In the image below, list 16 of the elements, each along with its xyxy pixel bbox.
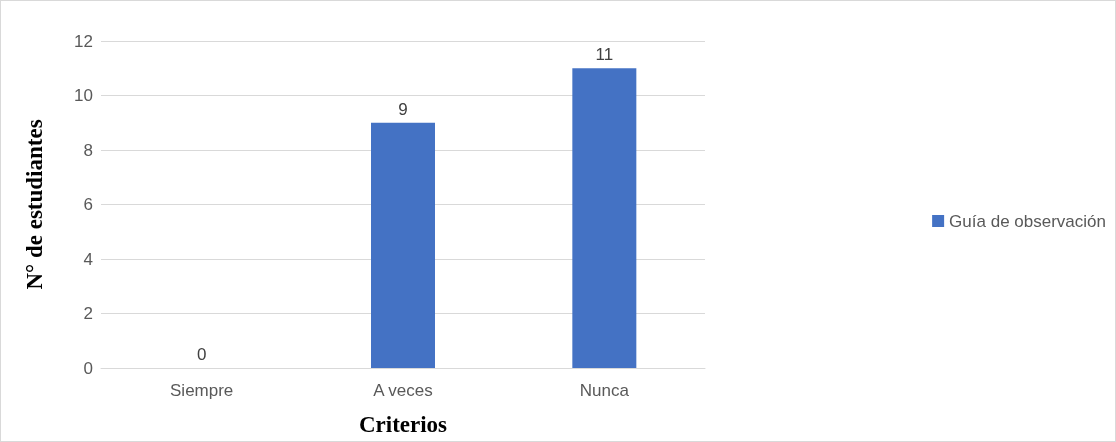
x-tick-label: A veces: [373, 381, 433, 400]
data-label: 0: [196, 345, 207, 364]
y-tick-label: 8: [83, 140, 93, 160]
y-tick-label: 12: [74, 31, 93, 51]
y-tick-label: 10: [74, 86, 93, 105]
data-label: 11: [595, 45, 614, 65]
legend-label: Guía de observación: [949, 211, 1107, 231]
y-tick-label: 2: [83, 304, 93, 323]
x-axis-title: Criterios: [358, 412, 448, 437]
y-tick-label: 4: [83, 249, 93, 269]
y-tick-label: 6: [83, 195, 93, 214]
x-tick-label: Siempre: [170, 381, 234, 400]
data-label: 9: [398, 99, 408, 119]
y-axis-title: N° de estudiantes: [22, 119, 47, 290]
x-tick-label: Nunca: [579, 381, 630, 400]
y-tick-label: 0: [83, 358, 93, 378]
